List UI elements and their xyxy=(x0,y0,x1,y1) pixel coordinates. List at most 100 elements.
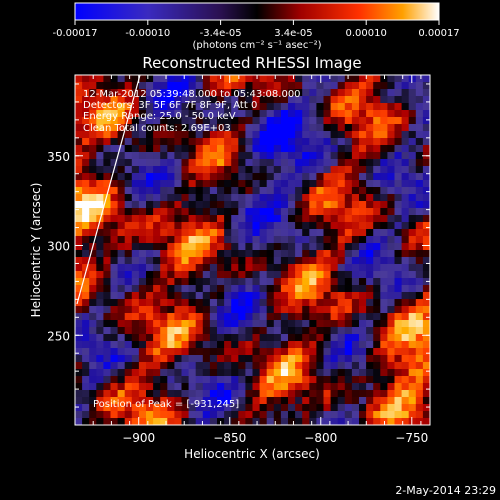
heatmap-cell xyxy=(82,173,90,181)
heatmap-cell xyxy=(359,320,367,328)
heatmap-cell xyxy=(160,411,168,419)
heatmap-cell xyxy=(359,152,367,160)
heatmap-cell xyxy=(259,383,268,391)
heatmap-cell xyxy=(337,292,346,300)
heatmap-cell xyxy=(89,348,97,356)
heatmap-cell xyxy=(110,313,119,321)
heatmap-cell xyxy=(380,215,388,223)
heatmap-cell xyxy=(295,404,303,412)
heatmap-cell xyxy=(337,404,346,412)
heatmap-cell xyxy=(231,243,239,251)
heatmap-cell xyxy=(110,236,119,244)
heatmap-cell xyxy=(401,236,410,244)
heatmap-cell xyxy=(202,390,211,398)
heatmap-cell xyxy=(138,194,147,202)
heatmap-cell xyxy=(160,299,168,307)
heatmap-cell xyxy=(344,145,353,153)
heatmap-cell xyxy=(160,355,168,363)
heatmap-cell xyxy=(394,138,403,146)
heatmap-cell xyxy=(96,411,104,419)
heatmap-cell xyxy=(124,89,133,97)
heatmap-cell xyxy=(302,222,310,230)
heatmap-cell xyxy=(359,362,367,370)
heatmap-cell xyxy=(209,313,218,321)
heatmap-cell xyxy=(401,404,410,412)
heatmap-cell xyxy=(309,187,317,195)
heatmap-cell xyxy=(351,187,360,195)
heatmap-cell xyxy=(280,397,289,405)
heatmap-cell xyxy=(160,201,168,209)
heatmap-cell xyxy=(288,166,296,174)
heatmap-cell xyxy=(217,299,225,307)
heatmap-cell xyxy=(295,145,303,153)
heatmap-cell xyxy=(273,334,282,342)
heatmap-cell xyxy=(323,103,332,111)
heatmap-cell xyxy=(387,187,396,195)
heatmap-cell xyxy=(188,96,197,104)
heatmap-cell xyxy=(117,236,126,244)
heatmap-cell xyxy=(330,201,339,209)
heatmap-cell xyxy=(224,348,232,356)
heatmap-cell xyxy=(209,306,218,314)
heatmap-cell xyxy=(266,194,275,202)
heatmap-cell xyxy=(217,278,225,286)
heatmap-cell xyxy=(117,278,126,286)
heatmap-cell xyxy=(82,341,90,349)
heatmap-cell xyxy=(188,348,197,356)
heatmap-cell xyxy=(160,383,168,391)
heatmap-cell xyxy=(401,327,410,335)
heatmap-cell xyxy=(415,96,424,104)
heatmap-cell xyxy=(252,341,261,349)
heatmap-cell xyxy=(82,166,90,174)
heatmap-cell xyxy=(146,152,154,160)
heatmap-cell xyxy=(195,320,204,328)
heatmap-cell xyxy=(217,110,225,118)
heatmap-cell xyxy=(224,404,232,412)
heatmap-cell xyxy=(131,208,140,216)
heatmap-cell xyxy=(153,117,161,125)
heatmap-cell xyxy=(366,306,374,314)
heatmap-cell xyxy=(323,404,332,412)
heatmap-cell xyxy=(422,369,430,377)
heatmap-cell xyxy=(422,320,430,328)
heatmap-cell xyxy=(337,306,346,314)
heatmap-cell xyxy=(387,89,396,97)
heatmap-cell xyxy=(351,355,360,363)
heatmap-cell xyxy=(231,215,239,223)
heatmap-cell xyxy=(373,390,381,398)
heatmap-cell xyxy=(124,278,133,286)
heatmap-cell xyxy=(252,313,261,321)
heatmap-cell xyxy=(124,166,133,174)
heatmap-cell xyxy=(401,222,410,230)
heatmap-cell xyxy=(259,334,268,342)
heatmap-cell xyxy=(302,124,310,132)
heatmap-cell xyxy=(181,327,190,335)
heatmap-cell xyxy=(373,208,381,216)
heatmap-cell xyxy=(351,201,360,209)
heatmap-cell xyxy=(394,320,403,328)
heatmap-cell xyxy=(344,166,353,174)
heatmap-cell xyxy=(387,236,396,244)
heatmap-cell xyxy=(373,89,381,97)
heatmap-cell xyxy=(323,362,332,370)
heatmap-cell xyxy=(153,194,161,202)
heatmap-cell xyxy=(266,362,275,370)
heatmap-cell xyxy=(408,299,417,307)
heatmap-cell xyxy=(153,96,161,104)
heatmap-cell xyxy=(174,264,183,272)
heatmap-cell xyxy=(387,362,396,370)
heatmap-cell xyxy=(82,313,90,321)
heatmap-cell xyxy=(373,285,381,293)
heatmap-cell xyxy=(401,145,410,153)
heatmap-cell xyxy=(209,257,218,265)
heatmap-cell xyxy=(394,278,403,286)
heatmap-cell xyxy=(280,390,289,398)
heatmap-cell xyxy=(96,355,104,363)
heatmap-cell xyxy=(103,355,112,363)
heatmap-cell xyxy=(110,404,119,412)
heatmap-cell xyxy=(366,215,374,223)
heatmap-cell xyxy=(288,201,296,209)
heatmap-cell xyxy=(231,404,239,412)
heatmap-cell xyxy=(96,327,104,335)
